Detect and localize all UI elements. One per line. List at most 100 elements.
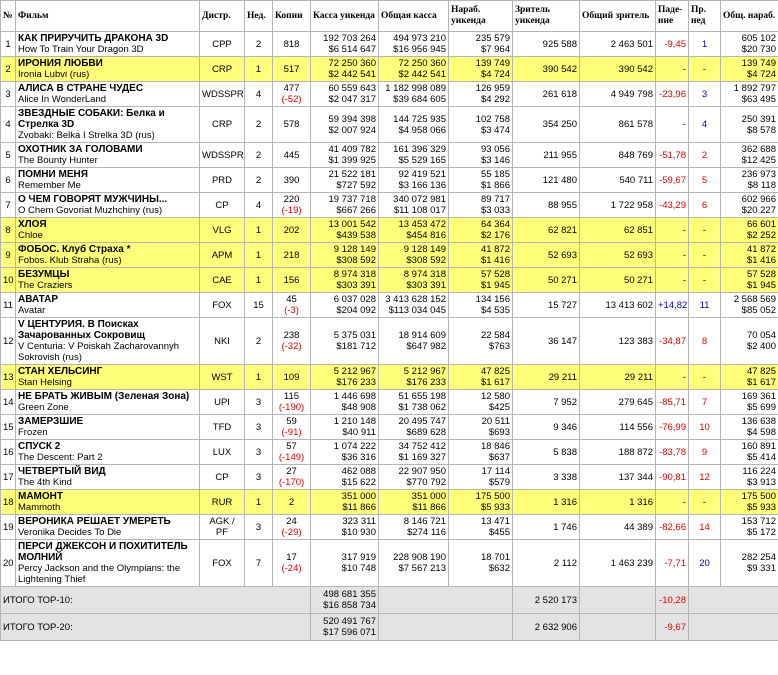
table-cell: UPI — [199, 389, 245, 415]
copies: 59 — [286, 416, 297, 427]
table-cell: 517 — [272, 56, 311, 82]
table-cell: 29 211 — [579, 364, 656, 390]
kw-usd: $10 748 — [341, 563, 376, 574]
n: 9 — [5, 249, 11, 261]
table-cell: 15 727 — [512, 292, 580, 318]
copies-change: (-91) — [281, 427, 302, 438]
avg-total-usd: $1 416 — [746, 255, 776, 266]
total: 3 413 628 152 — [385, 294, 446, 305]
viewers-total: 62 851 — [623, 224, 653, 236]
viewers-total: 137 344 — [618, 471, 653, 483]
n: 8 — [5, 224, 11, 236]
kw: 21 522 181 — [328, 169, 376, 180]
table-cell: 22 907 950 $770 792 — [378, 464, 449, 490]
title: ФОБОС. Клуб Страха * — [18, 244, 131, 255]
title: ОХОТНИК ЗА ГОЛОВАМИ — [18, 144, 143, 155]
avg-total-usd: $1 945 — [746, 280, 776, 291]
prev: 8 — [701, 335, 708, 347]
copies-change: (-24) — [281, 563, 302, 574]
column-header: Паде-ние — [655, 0, 689, 32]
table-cell: 445 — [272, 142, 311, 168]
avg-total: 250 391 — [741, 113, 776, 125]
table-cell: APM — [199, 242, 245, 268]
table-cell: 18 701 $632 — [448, 539, 513, 587]
avg-total-usd: $5 699 — [746, 402, 776, 413]
total-usd: $770 792 — [406, 477, 446, 488]
table-cell: 156 — [272, 267, 311, 293]
table-cell: 4 — [244, 81, 273, 107]
table-cell: 144 725 935 $4 958 066 — [378, 106, 449, 143]
kw: 462 088 — [341, 466, 376, 477]
kw-usd: $16 858 734 — [323, 600, 376, 611]
avg-w-usd: $579 — [488, 477, 510, 488]
total-usd: $3 166 136 — [398, 180, 446, 191]
avg-w-usd: $3 033 — [480, 205, 510, 216]
table-cell: RUR — [199, 489, 245, 515]
table-cell: 109 — [272, 364, 311, 390]
copies: 477 — [283, 83, 300, 94]
copies-change: (-29) — [281, 527, 302, 538]
avg-w-usd: $2 176 — [480, 230, 510, 241]
table-cell: 4 949 798 — [579, 81, 656, 107]
table-row: 12 V ЦЕНТУРИЯ. В Поисках Зачарованных Сок… — [0, 317, 778, 365]
title: ИРОНИЯ ЛЮБВИ — [18, 58, 103, 69]
avg-total: 175 500 — [741, 491, 776, 502]
weeks: 2 — [255, 174, 262, 186]
drop: - — [682, 63, 686, 75]
table-cell: 1 — [244, 242, 273, 268]
kw-usd: $10 930 — [341, 527, 376, 538]
box-office-table: № Фильм Дистр. Нед. Копии Касса уикенда Общая … — [0, 0, 778, 641]
table-cell: 15 — [0, 414, 16, 440]
drop: - — [682, 496, 686, 508]
kw: 323 311 — [342, 516, 376, 527]
copies: 45 — [286, 294, 297, 305]
table-cell: 1 316 — [512, 489, 580, 515]
avg-total: 153 712 — [741, 516, 776, 527]
table-cell: LUX — [199, 439, 245, 465]
table-cell: 12 — [0, 317, 16, 365]
viewers-w: 2 112 — [553, 557, 577, 569]
n: 14 — [3, 396, 14, 408]
n: 19 — [3, 521, 14, 533]
kw: 498 681 355 — [323, 589, 376, 600]
table-cell: - — [688, 217, 721, 243]
table-cell: -83,78 — [655, 439, 689, 465]
table-cell: 89 717 $3 033 — [448, 192, 513, 218]
table-cell: 17 (-24) — [272, 539, 311, 587]
viewers-total: 1 463 239 — [610, 557, 653, 569]
table-cell: 7 — [688, 389, 721, 415]
viewers-w: 2 632 906 — [534, 621, 577, 633]
table-cell — [579, 586, 656, 614]
table-cell: АВАТАР Avatar — [15, 292, 200, 318]
avg-w: 20 511 — [481, 416, 510, 427]
table-cell: 261 618 — [512, 81, 580, 107]
avg-w: 93 056 — [480, 144, 510, 155]
column-header: Нед. — [244, 0, 273, 32]
table-cell: 5 838 — [512, 439, 580, 465]
table-cell: 8 — [0, 217, 16, 243]
n: 16 — [3, 446, 14, 458]
kw: 41 409 782 — [328, 144, 376, 155]
table-cell: 8 974 318 $303 391 — [378, 267, 449, 293]
table-row: 19 ВЕРОНИКА РЕШАЕТ УМЕРЕТЬ Veronika Decide… — [0, 514, 778, 540]
table-cell: 3 — [688, 81, 721, 107]
n: 17 — [3, 471, 14, 483]
prev: 1 — [701, 38, 708, 50]
avg-w: 89 717 — [480, 194, 510, 205]
table-cell: 14 — [688, 514, 721, 540]
table-cell: 602 966 $20 227 — [720, 192, 778, 218]
total: 144 725 935 — [393, 113, 446, 125]
table-cell: 50 271 — [579, 267, 656, 293]
viewers-w: 5 838 — [553, 446, 577, 458]
table-cell: 20 — [688, 539, 721, 587]
table-cell: FOX — [199, 292, 245, 318]
table-cell: - — [655, 364, 689, 390]
table-cell: 1 — [244, 56, 273, 82]
table-cell: 2 632 906 — [512, 613, 580, 641]
table-cell: - — [688, 364, 721, 390]
dist: WDSSPR — [202, 88, 244, 100]
table-cell: 3 — [244, 439, 273, 465]
viewers-w: 261 618 — [542, 88, 577, 100]
avg-w-usd: $455 — [488, 527, 510, 538]
kw: 9 128 149 — [333, 244, 376, 255]
